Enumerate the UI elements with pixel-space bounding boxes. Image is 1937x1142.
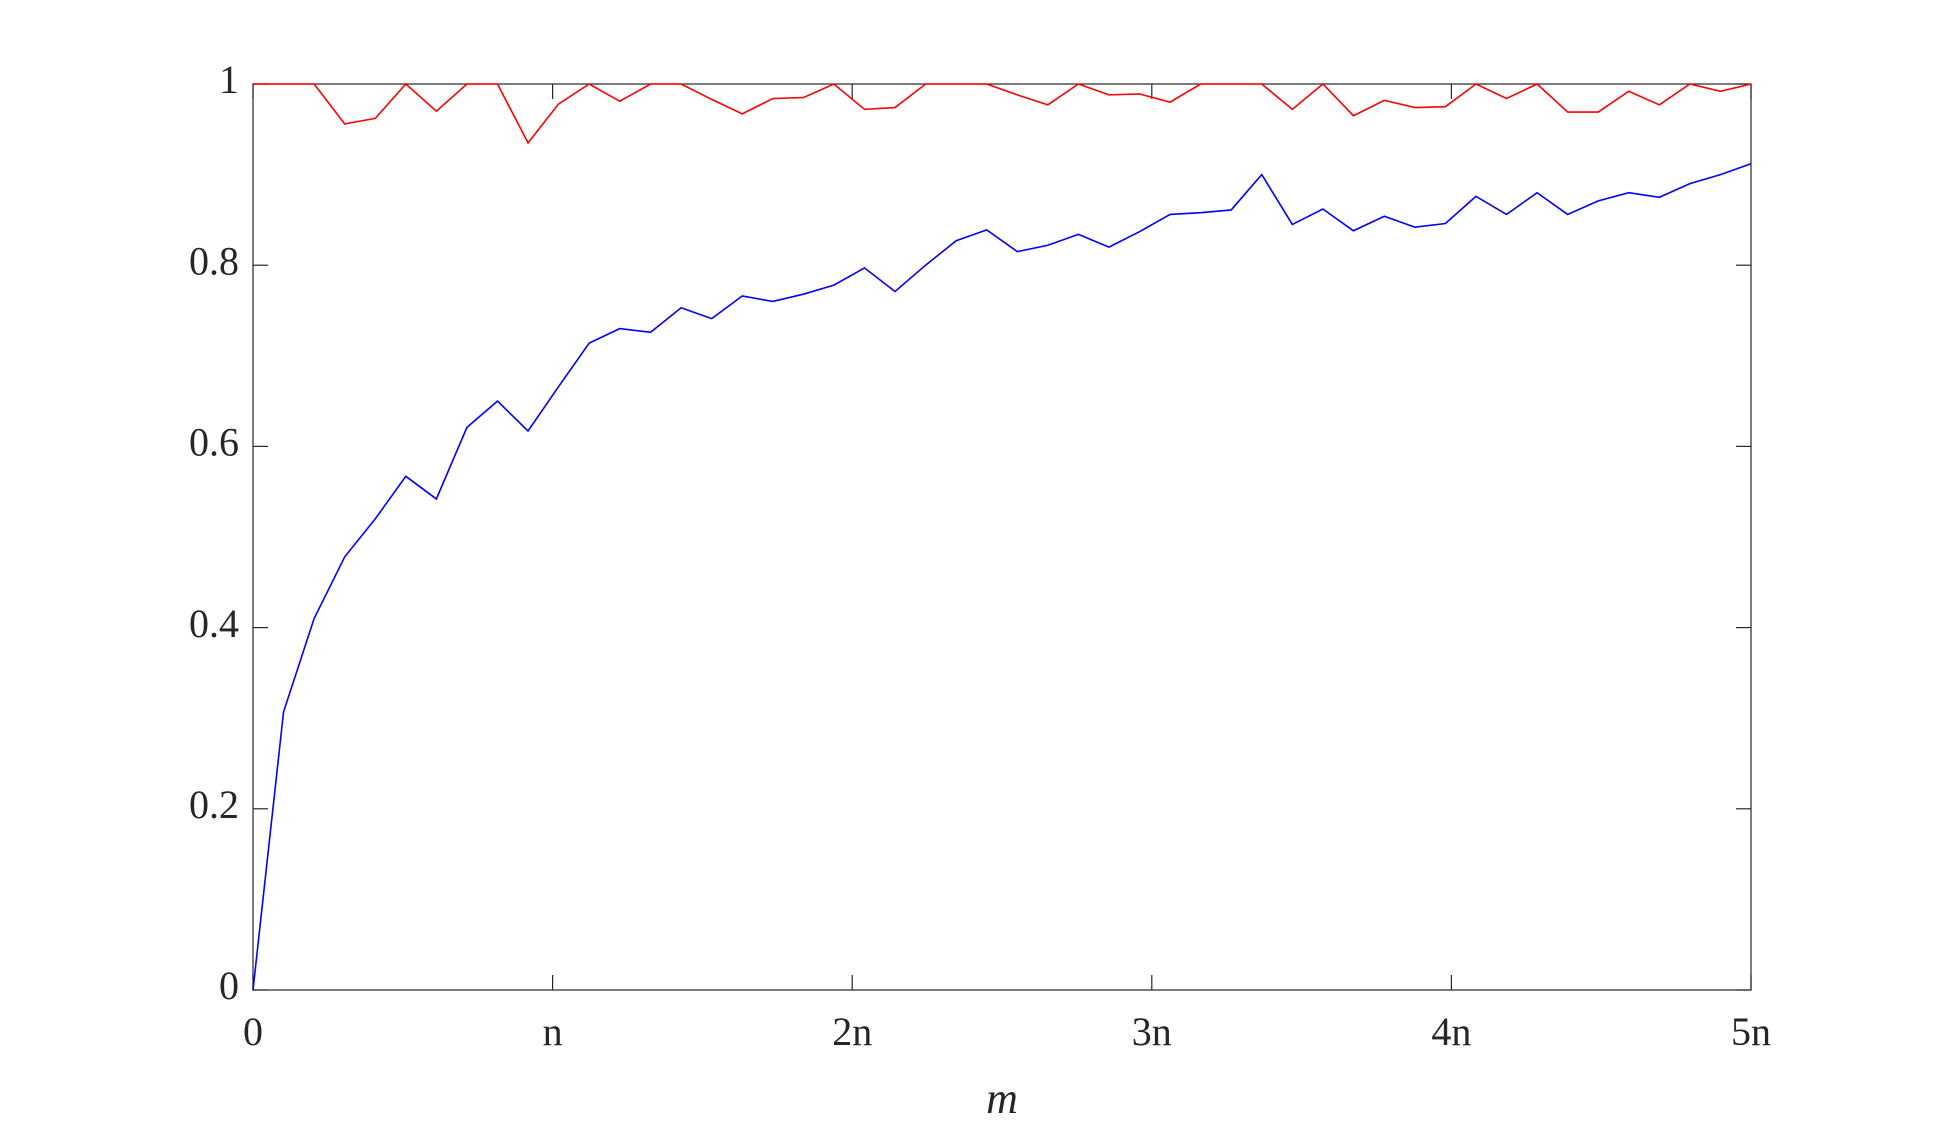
series-line — [252, 162, 1752, 991]
y-tick-label: 0.6 — [189, 420, 239, 465]
x-tick-label: 3n — [1132, 1009, 1172, 1054]
y-tick-label: 0 — [219, 963, 239, 1008]
x-tick-label: 4n — [1431, 1009, 1471, 1054]
x-tick-label: n — [543, 1009, 563, 1054]
y-tick-label: 1 — [219, 57, 239, 102]
y-tick-label: 0.2 — [189, 782, 239, 827]
x-tick-label: 5n — [1731, 1009, 1771, 1054]
x-axis-label: m — [986, 1074, 1018, 1123]
y-tick-label: 0.4 — [189, 601, 239, 646]
x-tick-label: 2n — [832, 1009, 872, 1054]
series-line — [253, 82, 1752, 145]
axes-box — [252, 83, 1752, 991]
y-tick-label: 0.8 — [189, 238, 239, 283]
x-tick-label: 0 — [243, 1009, 263, 1054]
